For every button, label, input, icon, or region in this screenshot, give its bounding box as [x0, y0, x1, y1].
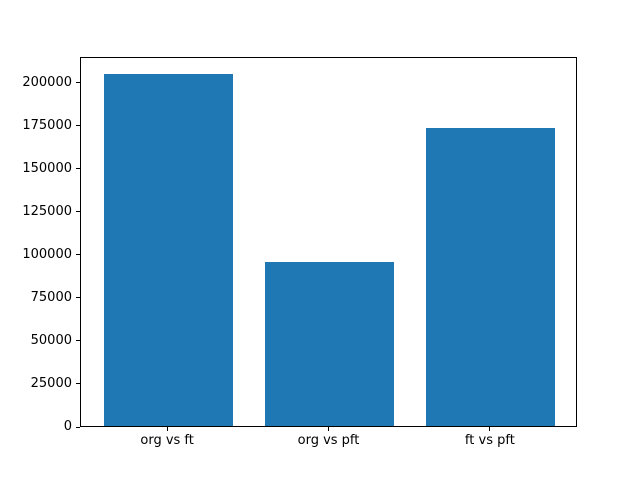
- plot-area: [80, 57, 577, 427]
- x-tick-label: ft vs pft: [464, 433, 515, 448]
- y-tick-mark: [76, 383, 80, 385]
- x-tick-mark: [166, 427, 168, 431]
- y-tick-mark: [76, 82, 80, 84]
- bar-org-vs-pft: [264, 261, 395, 426]
- y-tick-mark: [76, 297, 80, 299]
- y-tick-mark: [76, 125, 80, 127]
- x-tick-mark: [489, 427, 491, 431]
- y-tick-label: 175000: [22, 117, 72, 133]
- x-tick-label: org vs ft: [140, 433, 194, 448]
- y-tick-label: 150000: [22, 160, 72, 176]
- y-tick-mark: [76, 340, 80, 342]
- x-tick-mark: [328, 427, 329, 431]
- y-tick-mark: [76, 426, 80, 428]
- y-tick-label: 0: [63, 419, 72, 434]
- y-tick-label: 75000: [30, 289, 72, 305]
- y-tick-mark: [76, 168, 80, 170]
- y-tick-label: 100000: [22, 246, 72, 262]
- y-tick-mark: [76, 211, 80, 213]
- y-tick-label: 125000: [22, 203, 72, 219]
- y-tick-label: 200000: [22, 74, 72, 90]
- x-tick-label: org vs pft: [297, 433, 360, 448]
- y-tick-label: 25000: [30, 375, 72, 391]
- bar-ft-vs-pft: [426, 128, 556, 426]
- y-tick-mark: [76, 254, 80, 256]
- y-tick-label: 50000: [30, 332, 72, 348]
- bar-org-vs-ft: [103, 74, 233, 426]
